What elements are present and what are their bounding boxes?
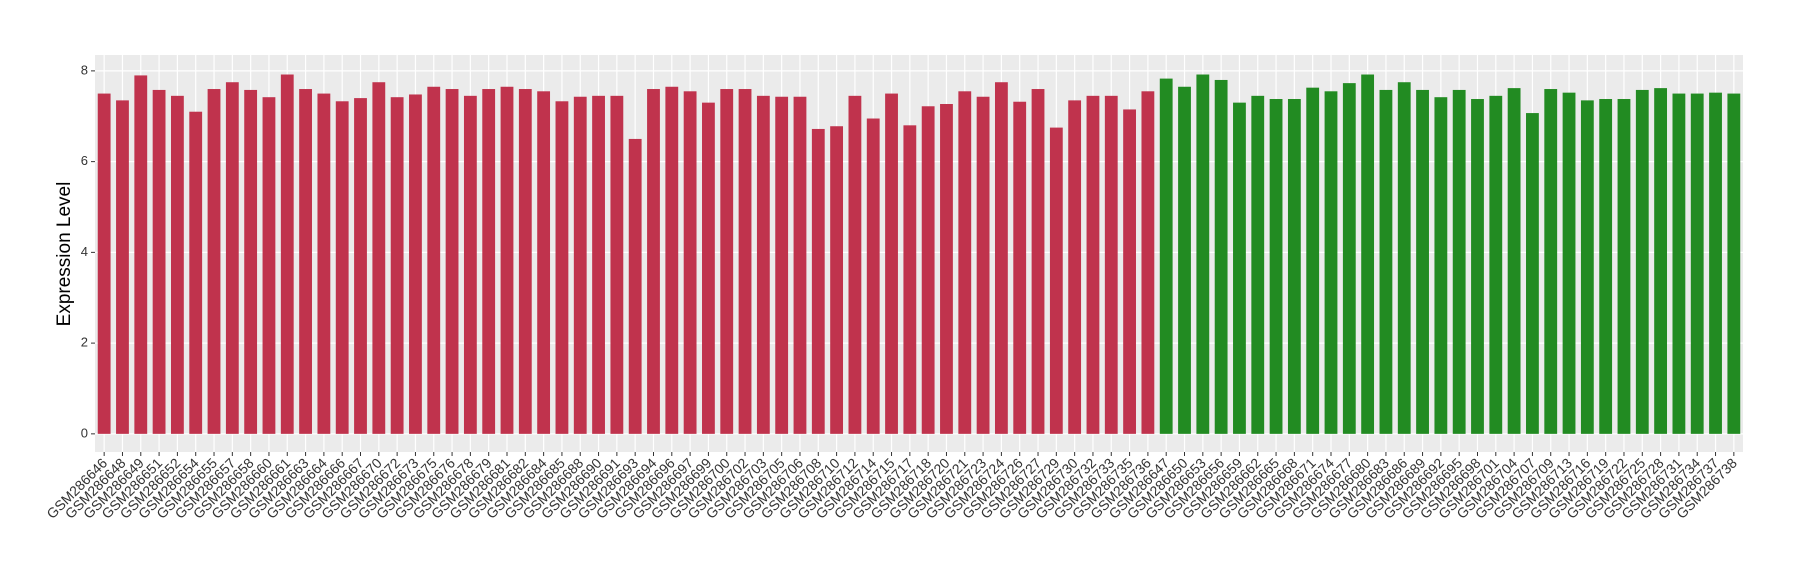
bar [811, 128, 825, 434]
bar [1562, 92, 1576, 434]
bar [1049, 127, 1063, 434]
y-tick-label: 8 [81, 62, 88, 77]
bar [482, 89, 496, 434]
bar [170, 95, 184, 434]
bar [1654, 88, 1668, 434]
bar [1141, 91, 1155, 434]
bar [1031, 89, 1045, 434]
bar [1086, 95, 1100, 434]
y-tick-label: 6 [81, 153, 88, 168]
bar [1159, 78, 1173, 434]
bar [189, 111, 203, 434]
bar [592, 95, 605, 434]
bar [1471, 99, 1484, 434]
bar [207, 89, 221, 434]
bar [1599, 99, 1613, 434]
bar [573, 96, 587, 434]
bar [756, 95, 770, 434]
bar [1196, 74, 1210, 434]
bar [518, 89, 532, 434]
bar [702, 102, 715, 434]
y-axis-title: Expression Level [54, 182, 75, 327]
bar [683, 91, 697, 434]
bar [610, 95, 624, 434]
bar [1397, 82, 1411, 434]
bar [830, 126, 844, 434]
bar [1306, 87, 1320, 434]
bar [427, 86, 441, 434]
plot-panel [95, 55, 1743, 452]
bar [866, 118, 880, 434]
bar [390, 97, 404, 434]
bar [262, 97, 276, 434]
bar [958, 91, 972, 434]
bar [1379, 89, 1393, 434]
bar [97, 93, 111, 434]
bar [793, 96, 807, 434]
bar [463, 95, 477, 434]
bar [317, 93, 331, 434]
bar [1324, 91, 1338, 434]
bar [1287, 99, 1301, 434]
bar [1489, 95, 1503, 434]
bar [1068, 100, 1082, 434]
bar [1233, 102, 1246, 434]
bar [116, 100, 129, 434]
bar [903, 125, 917, 434]
bar [555, 101, 569, 434]
bar [921, 106, 935, 434]
bar [445, 89, 459, 434]
bar [738, 89, 752, 434]
bar [1178, 86, 1191, 434]
bar [134, 75, 148, 434]
bar [1452, 89, 1466, 434]
bar [1123, 109, 1136, 434]
y-tick-label: 4 [81, 244, 88, 259]
bar [1269, 99, 1283, 434]
bar [647, 89, 660, 434]
bar [1526, 113, 1539, 434]
y-tick-label: 0 [81, 425, 88, 440]
bar [152, 89, 166, 434]
bar [1727, 93, 1741, 434]
bar [1251, 95, 1265, 434]
bar [1672, 93, 1686, 434]
bar [775, 96, 789, 434]
bar [628, 138, 642, 434]
bar [1617, 99, 1631, 434]
bar [280, 74, 294, 434]
y-tick-label: 2 [81, 335, 88, 350]
bar [225, 82, 239, 434]
bar [885, 93, 898, 434]
bar [1434, 97, 1448, 434]
bar [409, 94, 422, 434]
bar [1416, 89, 1429, 434]
bar [500, 86, 514, 434]
bar [372, 82, 386, 434]
bar [1580, 100, 1594, 434]
bar [1013, 101, 1027, 434]
bar [1104, 95, 1118, 434]
bar [1690, 93, 1704, 434]
bar [354, 98, 367, 434]
bar [1214, 79, 1228, 434]
bar [994, 82, 1008, 434]
bar [665, 86, 679, 434]
bar [244, 89, 258, 434]
bar [940, 104, 953, 434]
bar [299, 89, 312, 434]
bar [335, 101, 349, 434]
bar [720, 89, 734, 434]
bar [1635, 89, 1649, 434]
bar [1342, 83, 1356, 434]
bar [537, 91, 551, 434]
bar [976, 96, 990, 434]
bar [1361, 74, 1375, 434]
bar [848, 95, 862, 434]
bar [1507, 88, 1521, 434]
bar [1544, 89, 1558, 434]
bar [1709, 92, 1722, 434]
